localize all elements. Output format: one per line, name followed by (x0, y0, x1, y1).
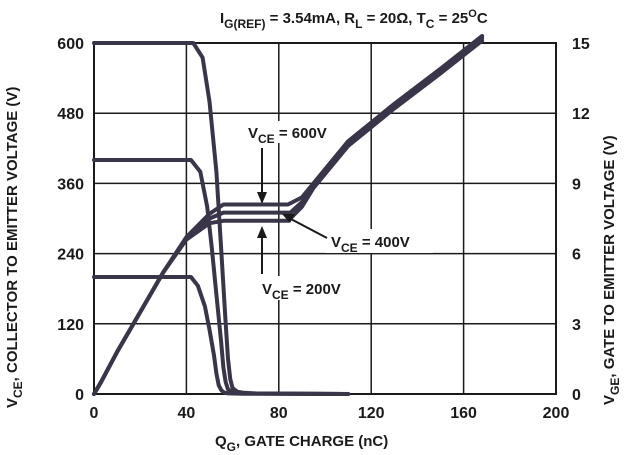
x-tick-label: 120 (358, 405, 385, 422)
grid-lines (94, 43, 556, 394)
x-tick-label: 80 (270, 405, 288, 422)
y-left-tick-label: 600 (57, 36, 84, 53)
y-right-tick-label: 12 (572, 106, 590, 123)
y-left-tick-label: 240 (57, 247, 84, 264)
y-right-axis-title: VGE, GATE TO EMITTER VOLTAGE (V) (601, 135, 622, 405)
y-left-tick-label: 120 (57, 317, 84, 334)
test-conditions: IG(REF) = 3.54mA, RL = 20Ω, TC = 25OC (220, 8, 488, 31)
annotation-600v-arrowhead (257, 192, 267, 204)
annotation-vce-600v: VCE = 600V (248, 125, 327, 146)
y-right-tick-label: 0 (572, 387, 581, 404)
annotation-400v-leader (288, 217, 328, 239)
x-tick-label: 160 (450, 405, 477, 422)
y-left-tick-label: 0 (75, 387, 84, 404)
annotation-vce-400v: VCE = 400V (331, 234, 410, 255)
series-layer (92, 34, 485, 396)
plot-frame (93, 42, 557, 395)
vce-curve-2 (92, 275, 351, 396)
annotation-vce-200v: VCE = 200V (262, 281, 341, 302)
annotation-400v-bg (325, 229, 433, 253)
x-axis-title: QG, GATE CHARGE (nC) (215, 433, 388, 454)
x-tick-label: 0 (90, 405, 99, 422)
y-left-tick-label: 480 (57, 106, 84, 123)
y-left-axis-title: VCE, COLLECTOR TO EMITTER VOLTAGE (V) (4, 87, 25, 408)
annotation-200v-arrowhead (257, 226, 267, 238)
y-right-tick-label: 6 (572, 247, 581, 264)
y-right-tick-label: 3 (572, 317, 581, 334)
annotation-600v-bg (244, 121, 330, 143)
x-tick-label: 40 (178, 405, 196, 422)
vge-curve-5 (92, 38, 485, 396)
y-left-tick-label: 360 (57, 176, 84, 193)
annotation-200v-bg (258, 276, 364, 300)
y-right-tick-label: 15 (572, 36, 590, 53)
y-right-tick-label: 9 (572, 176, 581, 193)
x-tick-label: 200 (543, 405, 570, 422)
annotation-400v-arrowhead (282, 214, 295, 223)
